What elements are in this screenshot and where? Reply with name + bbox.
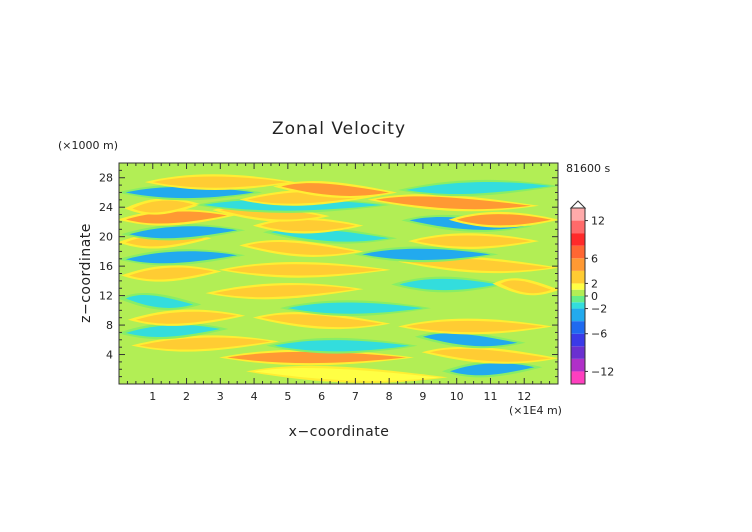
colorbar-label: 6 [591,252,598,265]
velocity-band [260,314,383,328]
velocity-band [274,340,410,352]
x-tick-label: 2 [183,390,190,403]
velocity-band [139,337,271,350]
colorbar-segment [571,245,585,259]
colorbar-segment [571,358,585,372]
velocity-band [449,363,535,376]
colorbar-segment [571,258,585,271]
velocity-band [254,367,440,381]
velocity-band [152,176,288,188]
x-axis-label: x−coordinate [289,424,390,440]
velocity-band [456,214,552,226]
velocity-band [125,324,221,337]
velocity-bands [119,174,558,383]
colorbar-segment [571,270,585,284]
y-tick-label: 28 [99,172,113,185]
velocity-band [422,333,518,347]
plot-area [119,163,558,384]
x-tick-label: 10 [450,390,464,403]
y-axis: 4 8 12 16 20 24 28 [99,162,558,385]
velocity-band [129,267,214,280]
velocity-band [399,278,498,291]
colorbar-segment [571,302,585,309]
velocity-band [281,183,390,196]
colorbar: 12 6 20−2 −6 −12 [569,200,614,385]
velocity-band [429,348,552,362]
x-tick-label: 3 [217,390,224,403]
velocity-band [213,285,356,298]
velocity-band [132,200,194,213]
y-tick-label: 20 [99,231,113,244]
y-tick-label: 12 [99,290,113,303]
x-tick-label: 4 [251,390,258,403]
velocity-band [125,251,238,264]
x-tick-label: 6 [318,390,325,403]
velocity-band [406,182,552,195]
colorbar-label: 2 [591,277,598,290]
colorbar-segment [571,289,585,296]
x-tick-label: 1 [149,390,156,403]
colorbar-segment [571,321,585,334]
velocity-band [500,280,552,294]
colorbar-label: 12 [591,215,605,228]
colorbar-label: 0 [591,290,598,303]
colorbar-segment [571,220,585,234]
x-tick-label: 5 [284,390,291,403]
x-axis: 1 2 3 4 5 6 7 8 9 10 11 12 [118,163,559,403]
x-tick-label: 7 [352,390,359,403]
colorbar-segment [571,333,585,347]
colorbar-segment [571,233,585,246]
colorbar-extension [569,200,587,209]
x-tick-label: 8 [386,390,393,403]
velocity-band [135,311,238,324]
y-tick-label: 24 [99,201,113,214]
x-tick-label: 9 [419,390,426,403]
colorbar-segment [571,308,585,322]
x-tick-label: 11 [483,390,497,403]
x-tick-label: 12 [517,390,531,403]
y-axis-label: z−coordinate [78,223,94,323]
velocity-band [247,242,356,255]
colorbar-segment [571,346,585,359]
y-tick-label: 8 [106,319,113,332]
y-tick-label: 16 [99,260,113,273]
velocity-band [260,219,356,232]
colorbar-label: −2 [591,303,607,316]
colorbar-label: −6 [591,328,607,341]
colorbar-segment [571,208,585,221]
velocity-band [227,351,407,364]
velocity-band [227,264,383,276]
time-label: 81600 s [566,162,610,175]
velocity-band [416,235,531,247]
velocity-band [406,320,545,333]
y-tick-label: 4 [106,349,113,362]
colorbar-segment [571,296,585,303]
colorbar-segment [571,283,585,290]
x-unit-label: (×1E4 m) [509,404,562,417]
chart-title: Zonal Velocity [272,119,406,139]
colorbar-segment [571,371,585,384]
velocity-band [125,295,194,308]
velocity-band [375,196,531,210]
velocity-band [129,226,238,239]
y-unit-label: (×1000 m) [58,139,118,152]
velocity-band [362,248,491,260]
velocity-band [287,302,423,314]
colorbar-label: −12 [591,365,614,378]
